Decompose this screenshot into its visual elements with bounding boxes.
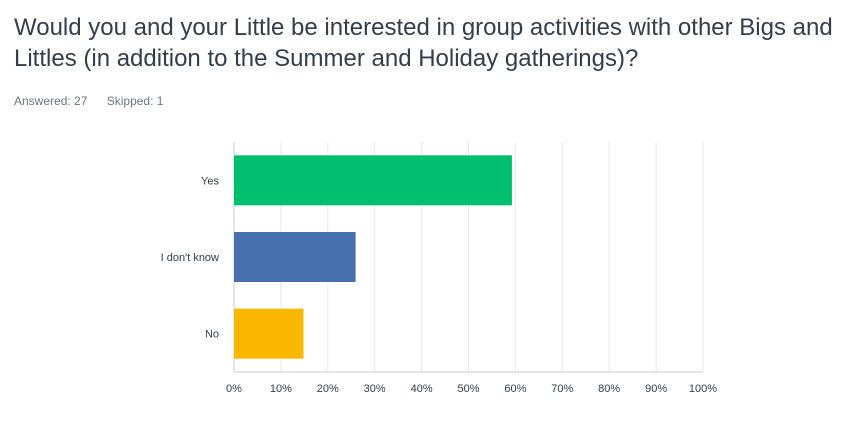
bar: [234, 308, 304, 359]
x-tick-label: 40%: [411, 383, 433, 395]
answered-count: Answered: 27: [14, 94, 88, 108]
bar: [234, 155, 512, 206]
x-tick-label: 0%: [226, 383, 242, 395]
x-tick-label: 30%: [364, 383, 386, 395]
x-tick-label: 60%: [504, 383, 526, 395]
category-label: No: [205, 329, 219, 341]
category-label: Yes: [201, 175, 219, 187]
category-label: I don't know: [161, 252, 219, 264]
x-tick-label: 90%: [645, 383, 667, 395]
skipped-count: Skipped: 1: [106, 94, 164, 108]
response-stats: Answered: 27 Skipped: 1: [14, 94, 163, 108]
x-tick-label: 70%: [551, 383, 573, 395]
x-tick-label: 100%: [689, 383, 717, 395]
x-tick-label: 80%: [598, 383, 620, 395]
bar: [234, 232, 356, 282]
x-tick-label: 50%: [457, 383, 479, 395]
x-tick-label: 20%: [317, 383, 339, 395]
x-tick-label: 10%: [270, 383, 292, 395]
question-title: Would you and your Little be interested …: [14, 14, 833, 72]
